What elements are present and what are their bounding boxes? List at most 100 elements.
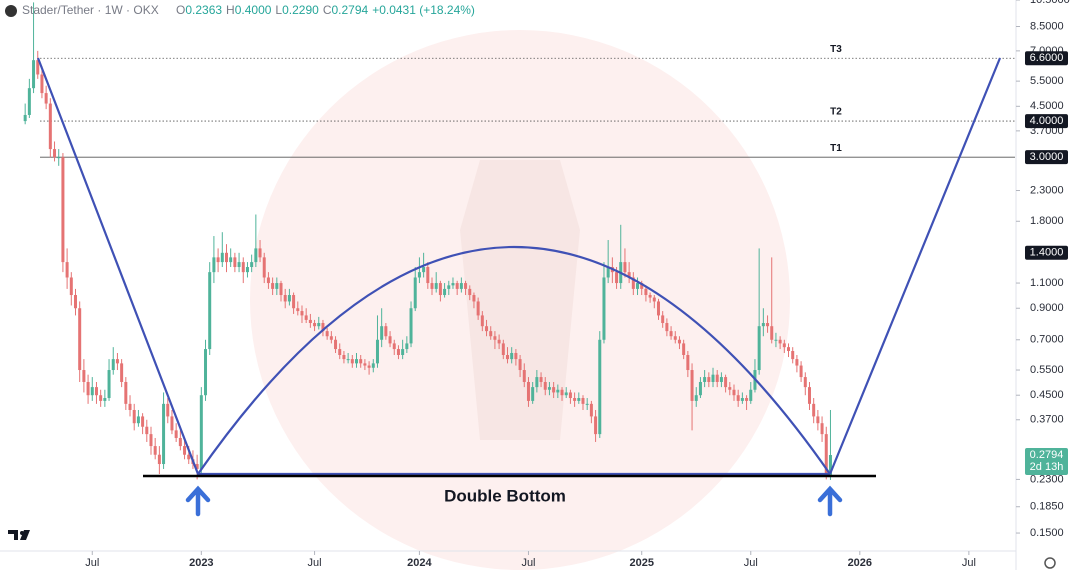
- candle-body: [594, 416, 598, 435]
- candle-body: [212, 257, 216, 273]
- candle-body: [392, 343, 396, 350]
- candle-body: [334, 339, 338, 350]
- settings-icon[interactable]: [1044, 557, 1056, 569]
- candle-body: [229, 257, 233, 263]
- candle-body: [828, 455, 832, 477]
- candle-body: [304, 315, 308, 320]
- candle-body: [53, 149, 57, 158]
- candle-body: [313, 323, 317, 327]
- y-tick-label: 0.4500: [1030, 389, 1064, 401]
- ohlc-value: 0.2363: [185, 3, 222, 17]
- ohlc-key: O: [176, 3, 185, 17]
- candle-body: [627, 272, 631, 278]
- arrow-up: [185, 485, 211, 517]
- candle-body: [128, 403, 132, 410]
- candle-body: [90, 387, 94, 396]
- candle-body: [526, 381, 530, 401]
- candle-body: [350, 359, 354, 364]
- candle-body: [124, 381, 128, 404]
- annotation: Double Bottom: [444, 486, 566, 505]
- price-tag-label: 4.0000: [1030, 115, 1064, 127]
- candle-body: [78, 308, 82, 371]
- candle-body: [707, 377, 711, 382]
- candle-body: [468, 288, 472, 296]
- logo-shape: [8, 530, 30, 540]
- candle-body: [401, 349, 405, 355]
- candle-body: [732, 389, 736, 396]
- y-tick-label: 0.3700: [1030, 414, 1064, 426]
- x-tick-label: Jul: [85, 557, 99, 569]
- candle-body: [803, 377, 807, 388]
- candle-body: [489, 331, 493, 337]
- candle-body: [698, 381, 702, 396]
- candle-body: [23, 114, 27, 122]
- candle-body: [178, 437, 182, 447]
- candle-body: [145, 426, 149, 435]
- candle-body: [568, 392, 572, 399]
- candle-body: [187, 454, 191, 460]
- candle-body: [774, 339, 778, 341]
- candle-body: [371, 363, 375, 368]
- candle-body: [283, 295, 287, 302]
- candle-body: [757, 326, 761, 371]
- candle-body: [807, 387, 811, 404]
- candle-body: [317, 323, 321, 327]
- candle-body: [459, 283, 463, 289]
- candle-body: [308, 319, 312, 324]
- candle-body: [342, 354, 346, 360]
- candle-body: [375, 339, 379, 364]
- candle-body: [778, 339, 782, 344]
- target-name: T3: [830, 44, 842, 55]
- y-tick-label: 0.1850: [1030, 501, 1064, 513]
- candle-body: [438, 283, 442, 296]
- candle-body: [430, 283, 434, 289]
- candle-body: [711, 374, 715, 382]
- candle-body: [237, 262, 241, 268]
- candle-body: [396, 349, 400, 355]
- x-tick-label: 2026: [848, 557, 872, 569]
- candle-body: [405, 343, 409, 350]
- candle-body: [220, 252, 224, 263]
- candle-body: [266, 277, 270, 284]
- candle-body: [539, 377, 543, 382]
- ohlc-legend: O0.2363 H0.4000 L0.2290 C0.2794 +0.0431 (+18…: [176, 3, 475, 17]
- y-tick-label: 5.5000: [1030, 75, 1064, 87]
- x-tick-label: 2023: [189, 557, 213, 569]
- candle-body: [36, 60, 40, 75]
- candle-body: [338, 349, 342, 355]
- x-tick-label: 2025: [629, 557, 653, 569]
- candle-body: [27, 88, 31, 115]
- ohlc-value: 0.2290: [282, 3, 319, 17]
- price-tag-label: 6.6000: [1030, 52, 1064, 64]
- candle-body: [73, 295, 77, 309]
- candle-body: [443, 288, 447, 296]
- target-name: T2: [830, 107, 842, 118]
- candle-body: [384, 326, 388, 337]
- candle-body: [497, 339, 501, 344]
- candle-body: [224, 252, 228, 263]
- candle-body: [577, 398, 581, 401]
- candle-body: [761, 323, 765, 327]
- candle-body: [367, 365, 371, 368]
- candle-body: [40, 74, 44, 94]
- candle-body: [346, 359, 350, 361]
- candle-body: [388, 336, 392, 344]
- candle-body: [262, 257, 266, 278]
- candle-body: [355, 359, 359, 364]
- x-tick-label: Jul: [308, 557, 322, 569]
- candle-body: [820, 423, 824, 435]
- candle-body: [589, 403, 593, 417]
- candle-body: [44, 93, 48, 104]
- candle-body: [686, 354, 690, 371]
- change: +0.0431 (+18.24%): [372, 3, 475, 17]
- candle-body: [724, 377, 728, 388]
- candle-body: [766, 323, 770, 327]
- candle-body: [380, 326, 384, 340]
- candle-body: [791, 351, 795, 360]
- candle-body: [812, 403, 816, 417]
- candle-body: [32, 60, 36, 89]
- candle-body: [480, 315, 484, 327]
- price-tag: [1025, 245, 1068, 260]
- candle-body: [258, 248, 262, 258]
- y-tick-label: 2.3000: [1030, 184, 1064, 196]
